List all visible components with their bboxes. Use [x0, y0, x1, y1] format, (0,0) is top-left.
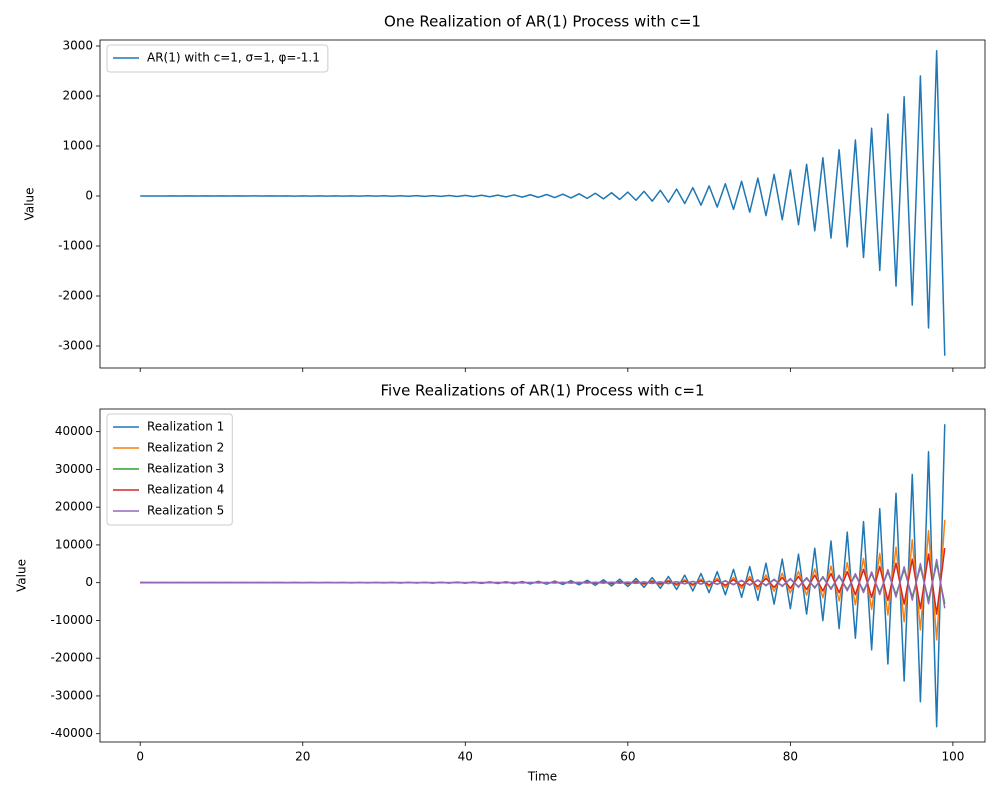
data-line — [140, 50, 946, 356]
legend-label: Realization 4 — [147, 483, 224, 497]
axes-frame — [99, 39, 986, 369]
legend-frame — [106, 44, 329, 73]
y-tick-label: 1000 — [62, 139, 93, 153]
y-axis-label: Value — [23, 188, 37, 221]
chart-title: One Realization of AR(1) Process with c=… — [384, 13, 701, 31]
y-tick-label: 0 — [85, 189, 93, 203]
y-tick-label: 10000 — [55, 537, 93, 551]
x-axis-label: Time — [527, 770, 557, 784]
legend-label: Realization 5 — [147, 504, 224, 518]
y-tick-label: -10000 — [50, 613, 93, 627]
y-tick-label: 20000 — [55, 500, 93, 514]
y-tick-label: -3000 — [58, 339, 93, 353]
y-tick-label: -2000 — [58, 289, 93, 303]
x-tick-label: 80 — [783, 750, 798, 764]
data-line — [140, 558, 946, 609]
y-tick-label: -40000 — [50, 726, 93, 740]
x-tick-label: 20 — [295, 750, 310, 764]
y-tick-label: 30000 — [55, 462, 93, 476]
data-line — [140, 562, 946, 605]
legend: Realization 1 Realization 2 Realization 3 R… — [106, 413, 233, 526]
x-tick-label: 0 — [136, 750, 144, 764]
legend-label: AR(1) with c=1, σ=1, φ=-1.1 — [147, 51, 320, 65]
x-tick-label: 100 — [941, 750, 964, 764]
y-tick-label: 40000 — [55, 424, 93, 438]
legend-label: Realization 3 — [147, 462, 224, 476]
y-tick-label: 2000 — [62, 89, 93, 103]
y-tick-label: -20000 — [50, 651, 93, 665]
axes-frame — [99, 408, 986, 743]
y-tick-label: 0 — [85, 575, 93, 589]
x-tick-label: 40 — [458, 750, 473, 764]
y-tick-label: -30000 — [50, 688, 93, 702]
y-axis-label: Value — [15, 559, 29, 592]
data-line — [140, 424, 946, 728]
y-tick-label: 3000 — [62, 39, 93, 53]
y-tick-label: -1000 — [58, 239, 93, 253]
legend-frame — [106, 413, 233, 526]
x-tick-label: 60 — [620, 750, 635, 764]
chart-title: Five Realizations of AR(1) Process with … — [380, 382, 704, 400]
legend: AR(1) with c=1, σ=1, φ=-1.1 — [106, 44, 329, 73]
legend-label: Realization 2 — [147, 441, 224, 455]
legend-label: Realization 1 — [147, 420, 224, 434]
